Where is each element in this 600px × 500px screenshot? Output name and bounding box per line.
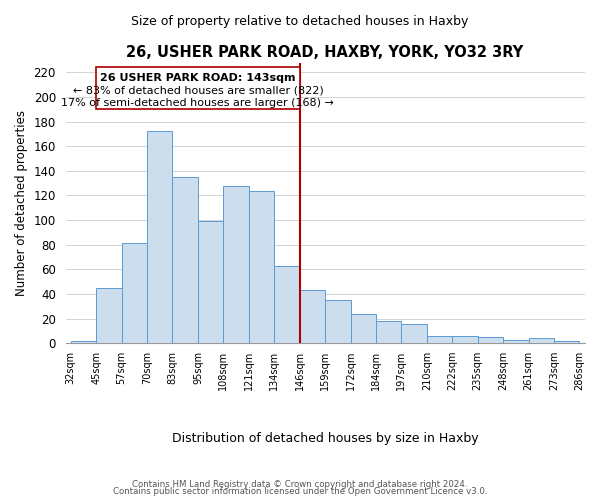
Text: 26 USHER PARK ROAD: 143sqm: 26 USHER PARK ROAD: 143sqm	[100, 73, 296, 83]
Bar	[274, 266, 299, 343]
Bar	[529, 338, 554, 343]
Bar	[401, 324, 427, 343]
Text: Size of property relative to detached houses in Haxby: Size of property relative to detached ho…	[131, 14, 469, 28]
Bar	[96, 288, 122, 343]
Bar	[478, 337, 503, 343]
Bar	[299, 290, 325, 343]
Bar	[223, 186, 249, 343]
Bar	[122, 244, 147, 343]
Bar	[503, 340, 529, 343]
Bar	[554, 340, 580, 343]
Bar	[452, 336, 478, 343]
Text: Contains HM Land Registry data © Crown copyright and database right 2024.: Contains HM Land Registry data © Crown c…	[132, 480, 468, 489]
Bar	[71, 340, 96, 343]
Text: Contains public sector information licensed under the Open Government Licence v3: Contains public sector information licen…	[113, 487, 487, 496]
Bar	[350, 314, 376, 343]
Bar	[96, 68, 299, 110]
Bar	[147, 132, 172, 343]
X-axis label: Distribution of detached houses by size in Haxby: Distribution of detached houses by size …	[172, 432, 478, 445]
Bar	[325, 300, 350, 343]
Bar	[172, 177, 198, 343]
Bar	[198, 222, 223, 343]
Y-axis label: Number of detached properties: Number of detached properties	[15, 110, 28, 296]
Text: 17% of semi-detached houses are larger (168) →: 17% of semi-detached houses are larger (…	[61, 98, 334, 108]
Bar	[249, 190, 274, 343]
Bar	[427, 336, 452, 343]
Text: ← 83% of detached houses are smaller (822): ← 83% of detached houses are smaller (82…	[73, 86, 323, 96]
Bar	[376, 321, 401, 343]
Title: 26, USHER PARK ROAD, HAXBY, YORK, YO32 3RY: 26, USHER PARK ROAD, HAXBY, YORK, YO32 3…	[127, 45, 524, 60]
